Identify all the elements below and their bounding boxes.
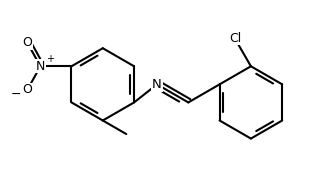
Text: O: O — [22, 36, 32, 49]
Text: −: − — [11, 87, 21, 100]
Text: N: N — [36, 60, 46, 73]
Text: N: N — [152, 78, 162, 91]
Text: Cl: Cl — [229, 32, 242, 45]
Text: +: + — [47, 54, 55, 64]
Text: O: O — [22, 83, 32, 96]
